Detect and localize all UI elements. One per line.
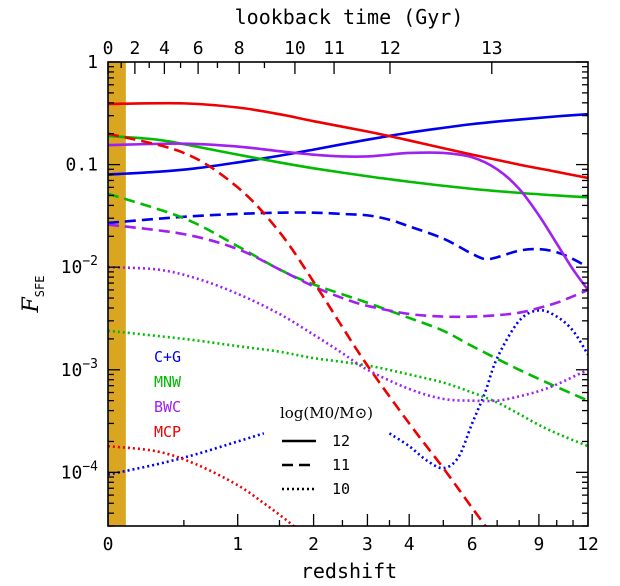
tick-layer: [107, 61, 589, 527]
series-mcp-12-solid-10: [108, 101, 588, 180]
x-tick-label: 1: [232, 534, 243, 555]
x-tick-label: 4: [404, 534, 415, 555]
top-tick-label: 4: [159, 38, 170, 59]
series-cg-12-solid-0: [108, 112, 588, 176]
series-cg-11-dashed-1: [108, 211, 588, 269]
legend-model-mnw: MNW: [154, 373, 182, 391]
series-mnw-12-solid-4: [108, 134, 588, 199]
top-tick-label: 10: [284, 38, 306, 59]
legend-style-label: 10: [332, 480, 350, 498]
y-tick-label: 10−4: [61, 459, 99, 483]
x-tick-label: 2: [308, 534, 319, 555]
top-tick-label: 8: [234, 38, 245, 59]
y-tick-label: 1: [87, 52, 98, 73]
legend-mass-title: log(M0/M⊙): [280, 404, 373, 422]
top-tick-label: 6: [193, 38, 204, 59]
top-tick-label: 0: [103, 38, 114, 59]
legend-style-label: 11: [332, 456, 350, 474]
y-axis-title: FSFE: [19, 276, 47, 314]
series-bwc-11-dashed-8: [108, 223, 588, 319]
y-tick-label: 10−3: [61, 357, 98, 381]
series-bwc-10-dotted-9: [108, 265, 588, 403]
y-axis-title-sub: SFE: [33, 276, 47, 298]
legend-styles: log(M0/M⊙) 12 11 10: [280, 404, 373, 498]
series-mnw-10-dotted-6: [108, 329, 588, 448]
shaded-band: [108, 62, 126, 526]
x-tick-label: 6: [467, 534, 478, 555]
legend-model-cg: C+G: [154, 348, 181, 366]
top-tick-label: 2: [129, 38, 140, 59]
x-tick-label: 0: [103, 534, 114, 555]
legend-style-label: 12: [332, 432, 350, 450]
top-tick-label: 12: [379, 38, 401, 59]
series-mcp-10-dotted-12: [108, 444, 296, 526]
shaded-band-layer: [108, 62, 126, 526]
series-cg-10-dotted-2: [108, 432, 265, 476]
series-cg-10-dotted-3: [388, 308, 588, 470]
top-tick-label: 13: [481, 38, 503, 59]
x-tick-label: 9: [533, 534, 544, 555]
y-tick-label: 10−2: [61, 254, 98, 278]
x-tick-label: 12: [577, 534, 599, 555]
series-mcp-11-dashed-11: [108, 132, 488, 526]
legend-model-mcp: MCP: [154, 423, 181, 441]
y-axis-title-main: F: [19, 296, 44, 313]
y-tick-label: 0.1: [65, 155, 98, 176]
plot-frame: [107, 61, 589, 527]
legend-models: C+G MNW BWC MCP: [154, 348, 182, 441]
legend-model-bwc: BWC: [154, 398, 181, 416]
top-axis-title: lookback time (Gyr): [235, 5, 464, 29]
series-bwc-12-solid-7: [108, 142, 588, 291]
series-mnw-11-dashed-5: [108, 192, 588, 402]
top-tick-label: 11: [323, 38, 345, 59]
svg-text:FSFE: FSFE: [19, 276, 47, 314]
x-axis-title: redshift: [301, 559, 397, 583]
series-layer: [108, 101, 588, 526]
x-tick-label: 3: [362, 534, 373, 555]
